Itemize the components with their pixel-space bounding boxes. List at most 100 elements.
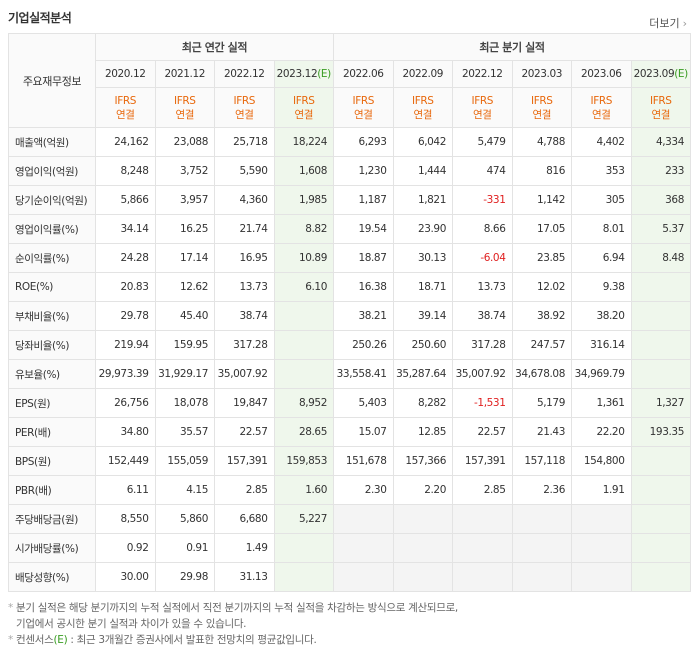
cell: 154,800 (571, 446, 632, 476)
cell (452, 562, 513, 592)
row-label: ROE(%) (8, 272, 96, 302)
row-label: 당기순이익(억원) (8, 185, 96, 215)
cell: 12.62 (154, 272, 215, 302)
cell: 16.38 (333, 272, 394, 302)
data-row: 당기순이익(억원) 5,866 3,957 4,360 1,985 1,187 1,821-… (8, 185, 691, 215)
cell: 21.43 (511, 417, 572, 447)
cell: 21.74 (214, 214, 275, 244)
cell: 8.01 (571, 214, 632, 244)
data-row: ROE(%) 20.83 12.62 13.73 6.10 16.38 18.71 13.73… (8, 272, 691, 302)
cell: 19.54 (333, 214, 394, 244)
column-basis: IFRS 연결 (452, 87, 513, 128)
cell: 193.35 (630, 417, 691, 447)
data-row: 주당배당금(원) 8,550 5,860 6,680 5,227 (8, 504, 691, 534)
cell: 152,449 (95, 446, 156, 476)
cell: 0.92 (95, 533, 156, 563)
cell: 157,391 (452, 446, 513, 476)
consolidation: 연결 (234, 108, 254, 121)
cell: 305 (571, 185, 632, 215)
cell: 4,788 (511, 127, 572, 157)
cell: 6,680 (214, 504, 275, 534)
cell: 2.85 (452, 475, 513, 505)
cell: 38.21 (333, 301, 394, 331)
cell: 35,007.92 (452, 359, 513, 389)
cell (630, 272, 691, 302)
column-basis: IFRS 연결 (273, 87, 334, 128)
cell: 15.07 (333, 417, 394, 447)
cell (630, 301, 691, 331)
cell: 28.65 (273, 417, 334, 447)
cell: 4,360 (214, 185, 275, 215)
cell: 25,718 (214, 127, 275, 157)
cell: 18.87 (333, 243, 394, 273)
cell: 4,402 (571, 127, 632, 157)
data-row: 유보율(%) 29,973.39 31,929.17 35,007.92 33,558.… (8, 359, 691, 389)
cell (571, 533, 632, 563)
cell: -1,531 (452, 388, 513, 418)
row-label: BPS(원) (8, 446, 96, 476)
cell: 157,366 (392, 446, 453, 476)
cell: 474 (452, 156, 513, 186)
cell: 1.49 (214, 533, 275, 563)
data-row: EPS(원) 26,756 18,078 19,847 8,952 5,403 8,282-… (8, 388, 691, 418)
header-row: IFRS 연결 IFRS 연결 IFRS 연결 IFRS 연결 IFRS 연결 IFRS 연결 IFRS… (9, 87, 691, 128)
date: 2023.12 (276, 68, 318, 80)
cell: 34,678.08 (511, 359, 572, 389)
date: 2022.09 (402, 68, 444, 80)
cell (273, 359, 334, 389)
cell: 159.95 (154, 330, 215, 360)
cell (630, 475, 691, 505)
cell (273, 330, 334, 360)
cell: 5,479 (452, 127, 513, 157)
cell: 5,590 (214, 156, 275, 186)
standard: IFRS (174, 94, 196, 107)
cell: 155,059 (154, 446, 215, 476)
standard: IFRS (114, 94, 137, 107)
consolidation: 연결 (651, 108, 671, 121)
cell: 23,088 (154, 127, 215, 157)
date: 2022.06 (342, 68, 384, 80)
cell: 1,985 (273, 185, 334, 215)
cell: 1,187 (333, 185, 394, 215)
cell (511, 562, 572, 592)
cell: 233 (630, 156, 691, 186)
cell: 8,248 (95, 156, 156, 186)
cell: 5,179 (511, 388, 572, 418)
cell (511, 533, 572, 563)
cell: 3,957 (154, 185, 215, 215)
cell: 5.37 (630, 214, 691, 244)
cell: 9.38 (571, 272, 632, 302)
group-header: 최근 분기 실적 (333, 33, 691, 61)
header-row: 2020.12 2021.12 2022.12 2023.12(E) 2022.06 20… (9, 60, 691, 88)
cell: 24.28 (95, 243, 156, 273)
footnotes: 분기 실적은 해당 분기까지의 누적 실적에서 직전 분기까지의 누적 실적을 … (8, 600, 458, 648)
date: 2022.12 (223, 68, 265, 80)
cell: 39.14 (392, 301, 453, 331)
column-date: 2023.03 (511, 60, 572, 88)
row-label: 주당배당금(원) (8, 504, 96, 534)
more-link[interactable]: 더보기 (649, 15, 687, 31)
cell: 34.14 (95, 214, 156, 244)
cell: 23.85 (511, 243, 572, 273)
column-date: 2023.12(E) (273, 60, 334, 88)
standard: IFRS (650, 94, 672, 107)
standard: IFRS (412, 94, 434, 107)
column-basis: IFRS 연결 (511, 87, 572, 128)
standard: IFRS (293, 94, 315, 107)
cell (630, 446, 691, 476)
cell: 6,293 (333, 127, 394, 157)
cell: 19,847 (214, 388, 275, 418)
cell: 316.14 (571, 330, 632, 360)
cell: 1,361 (571, 388, 632, 418)
data-row: 영업이익률(%) 34.14 16.25 21.74 8.82 19.54 23.90 8.6… (8, 214, 691, 244)
cell: 157,391 (214, 446, 275, 476)
cell (333, 504, 394, 534)
cell: 1,327 (630, 388, 691, 418)
data-row: 당좌비율(%) 219.94 159.95 317.28 250.26 250.60 317… (8, 330, 691, 360)
date: 2023.06 (580, 68, 622, 80)
cell: 35,287.64 (392, 359, 453, 389)
cell: 1,821 (392, 185, 453, 215)
cell: 35.57 (154, 417, 215, 447)
consolidation: 연결 (175, 108, 195, 121)
